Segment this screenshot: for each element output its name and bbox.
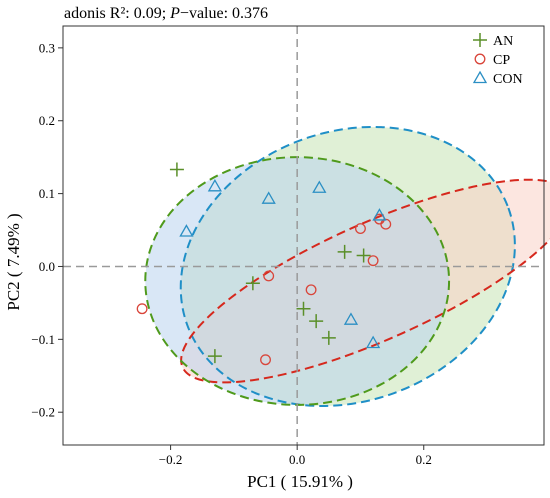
data-point-con [207, 179, 223, 192]
ellipse-outline-cp [180, 178, 550, 384]
legend-marker-con [472, 70, 488, 84]
chart-title: adonis R²: 0.09; P−value: 0.376 [64, 5, 268, 22]
title-prefix: adonis R²: 0.09; [64, 5, 170, 22]
x-axis-label: PC1 ( 15.91% ) [247, 472, 353, 491]
data-point-cp [136, 303, 148, 315]
x-tick-label: −0.2 [159, 452, 183, 467]
data-point-an [337, 244, 352, 259]
data-point-con [343, 312, 359, 325]
y-tick-label: 0.1 [39, 186, 55, 201]
y-tick-label: 0.0 [39, 259, 55, 274]
x-tick-label: 0.0 [289, 452, 305, 467]
data-point-an [169, 162, 184, 177]
data-point-an [207, 349, 222, 364]
data-point-con [365, 335, 381, 349]
legend: AN CP CON [472, 33, 523, 87]
legend-label-cp: CP [493, 53, 510, 68]
y-tick-label: 0.3 [39, 40, 55, 55]
x-tick-label: 0.2 [416, 452, 432, 467]
series-an [169, 162, 371, 364]
ellipse-layer [144, 125, 550, 407]
plot-frame [62, 25, 545, 446]
data-point-an [321, 330, 336, 345]
legend-label-con: CON [493, 72, 523, 87]
y-tick-label: −0.1 [31, 332, 55, 347]
data-point-con [312, 180, 327, 193]
legend-marker-cp [474, 53, 486, 65]
data-point-an [309, 314, 324, 329]
legend-label-an: AN [493, 34, 513, 49]
plot-area: −0.2 0.0 0.2 −0.2 −0.1 0.0 0.1 0.2 0.3 AN CP CON [31, 25, 550, 467]
series-con [179, 179, 387, 349]
y-tick-label: 0.2 [39, 113, 55, 128]
ticks: −0.2 0.0 0.2 −0.2 −0.1 0.0 0.1 0.2 0.3 [31, 40, 431, 467]
data-point-an [245, 276, 260, 291]
ellipse-outline-an [179, 125, 516, 407]
title-suffix: −value: 0.376 [180, 5, 268, 22]
data-point-cp [355, 223, 366, 235]
title-p-italic: P [169, 5, 180, 22]
ellipse-fill-con [145, 157, 450, 405]
data-point-cp [305, 284, 317, 296]
data-point-an [356, 248, 371, 263]
data-point-con [372, 208, 387, 221]
data-point-cp [367, 255, 379, 267]
data-point-an [296, 301, 311, 316]
y-tick-label: −0.2 [31, 405, 55, 420]
legend-marker-an [473, 33, 487, 47]
data-point-con [179, 224, 194, 237]
y-axis-label: PC2 ( 7.49% ) [4, 213, 23, 310]
data-point-con [261, 191, 276, 204]
data-point-cp [263, 270, 275, 282]
data-point-cp [260, 354, 271, 366]
